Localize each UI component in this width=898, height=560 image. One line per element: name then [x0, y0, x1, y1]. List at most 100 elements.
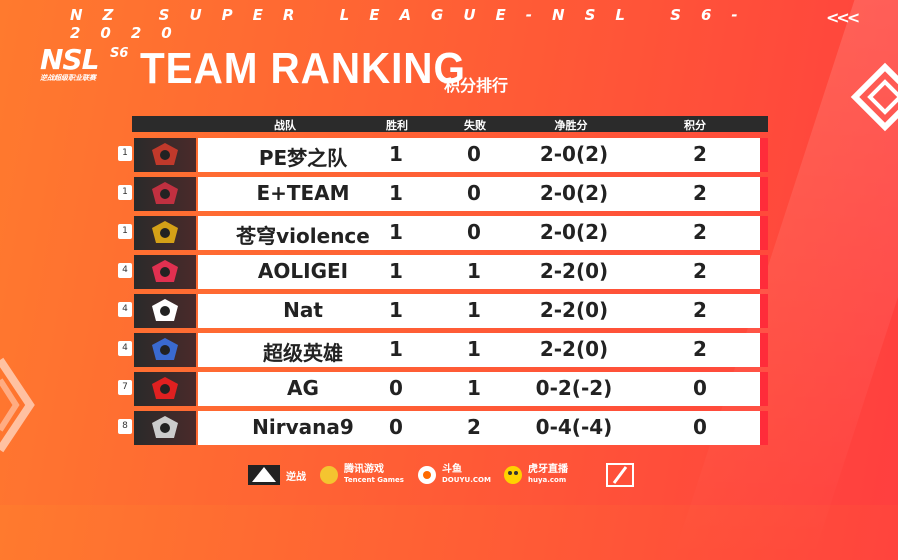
losses-value: 1 [467, 259, 481, 283]
row-content: 超级英雄 1 1 2-2(0) 2 [198, 333, 760, 367]
team-emblem-icon [152, 260, 178, 282]
nizhan-logo-icon [248, 465, 280, 485]
sponsor-douyu-label: 斗鱼 [442, 464, 462, 475]
wins-value: 1 [389, 181, 403, 205]
row-accent-bar [760, 333, 768, 367]
losses-value: 1 [467, 298, 481, 322]
row-accent-bar [760, 138, 768, 172]
chevron-right-decoration-icon [0, 357, 35, 453]
huya-icon [504, 466, 522, 484]
net-value: 2-2(0) [539, 259, 609, 283]
points-value: 2 [693, 142, 707, 166]
net-value: 2-0(2) [539, 220, 609, 244]
team-emblem-icon [152, 143, 178, 165]
net-value: 2-2(0) [539, 337, 609, 361]
wins-value: 1 [389, 298, 403, 322]
rank-badge: 4 [118, 263, 132, 278]
net-value: 2-2(0) [539, 298, 609, 322]
rank-badge: 1 [118, 185, 132, 200]
sponsor-nizhan: 逆战 [246, 460, 306, 490]
sponsor-douyu-sub: DOUYU.COM [442, 476, 491, 484]
team-logo [134, 294, 196, 328]
sponsor-emblem [606, 460, 634, 490]
tencent-games-icon [320, 466, 338, 484]
wins-value: 0 [389, 376, 403, 400]
wins-value: 1 [389, 259, 403, 283]
team-name: Nat [283, 298, 323, 322]
sponsor-huya-sub: huya.com [528, 476, 567, 484]
sponsor-tencent: 腾讯游戏 Tencent Games [318, 460, 404, 490]
sponsor-bar: 逆战 腾讯游戏 Tencent Games 斗鱼 DOUYU.COM 虎牙直播 … [246, 460, 646, 490]
team-emblem-icon [152, 221, 178, 243]
team-logo [134, 216, 196, 250]
rank-badge: 1 [118, 146, 132, 161]
table-row: 7 AG 0 1 0-2(-2) 0 [112, 372, 768, 406]
team-emblem-icon [152, 299, 178, 321]
nsl-logo: NSL S6 逆战超级职业联赛 [40, 46, 136, 94]
net-value: 0-4(-4) [535, 415, 613, 439]
table-row: 1 苍穹violence 1 0 2-0(2) 2 [112, 216, 768, 250]
points-value: 2 [693, 220, 707, 244]
logo-season: S6 [110, 46, 129, 61]
team-name: Nirvana9 [252, 415, 354, 439]
team-logo [134, 372, 196, 406]
row-content: Nirvana9 0 2 0-4(-4) 0 [198, 411, 760, 445]
table-row: 8 Nirvana9 0 2 0-4(-4) 0 [112, 411, 768, 445]
row-content: E+TEAM 1 0 2-0(2) 2 [198, 177, 760, 211]
rank-badge: 8 [118, 419, 132, 434]
points-value: 0 [693, 415, 707, 439]
row-accent-bar [760, 255, 768, 289]
logo-main-text: NSL [40, 43, 99, 76]
table-row: 4 AOLIGEI 1 1 2-2(0) 2 [112, 255, 768, 289]
logo-subtitle: 逆战超级职业联赛 [40, 74, 96, 82]
team-logo [134, 255, 196, 289]
row-accent-bar [760, 372, 768, 406]
team-logo [134, 138, 196, 172]
league-banner: NZ SUPER LEAGUE-NSL S6-2020 [70, 6, 758, 42]
net-value: 0-2(-2) [535, 376, 613, 400]
header-wins: 胜利 [386, 119, 408, 132]
team-emblem-icon [152, 182, 178, 204]
row-accent-bar [760, 294, 768, 328]
team-logo [134, 177, 196, 211]
net-value: 2-0(2) [539, 142, 609, 166]
team-emblem-icon [152, 338, 178, 360]
table-row: 1 E+TEAM 1 0 2-0(2) 2 [112, 177, 768, 211]
team-name: 苍穹violence [236, 224, 370, 248]
team-emblem-icon [152, 377, 178, 399]
rank-badge: 4 [118, 302, 132, 317]
sponsor-huya: 虎牙直播 huya.com [502, 460, 568, 490]
losses-value: 0 [467, 181, 481, 205]
wins-value: 1 [389, 337, 403, 361]
diamond-decoration-icon [850, 62, 898, 132]
team-name: AOLIGEI [257, 259, 349, 283]
wins-value: 1 [389, 142, 403, 166]
page-title-cn: 积分排行 [444, 76, 509, 95]
row-content: PE梦之队 1 0 2-0(2) 2 [198, 138, 760, 172]
row-content: 苍穹violence 1 0 2-0(2) 2 [198, 216, 760, 250]
slash-emblem-icon [606, 463, 634, 487]
team-logo [134, 411, 196, 445]
page-title: TEAM RANKING [140, 44, 466, 93]
rank-badge: 1 [118, 224, 132, 239]
header-losses: 失败 [464, 119, 486, 132]
sponsor-douyu: 斗鱼 DOUYU.COM [416, 460, 491, 490]
losses-value: 1 [467, 337, 481, 361]
losses-value: 1 [467, 376, 481, 400]
rank-badge: 7 [118, 380, 132, 395]
points-value: 2 [693, 181, 707, 205]
row-accent-bar [760, 411, 768, 445]
points-value: 2 [693, 259, 707, 283]
sponsor-tencent-sub: Tencent Games [344, 476, 404, 484]
losses-value: 0 [467, 220, 481, 244]
rank-badge: 4 [118, 341, 132, 356]
team-name: AG [287, 376, 319, 400]
chevron-left-icon: <<< [826, 8, 860, 27]
sponsor-nizhan-label: 逆战 [286, 471, 306, 483]
table-header: 战队 胜利 失败 净胜分 积分 [132, 116, 768, 132]
wins-value: 0 [389, 415, 403, 439]
table-row: 4 超级英雄 1 1 2-2(0) 2 [112, 333, 768, 367]
header-points: 积分 [684, 119, 706, 132]
team-logo [134, 333, 196, 367]
sponsor-huya-label: 虎牙直播 [528, 464, 568, 475]
